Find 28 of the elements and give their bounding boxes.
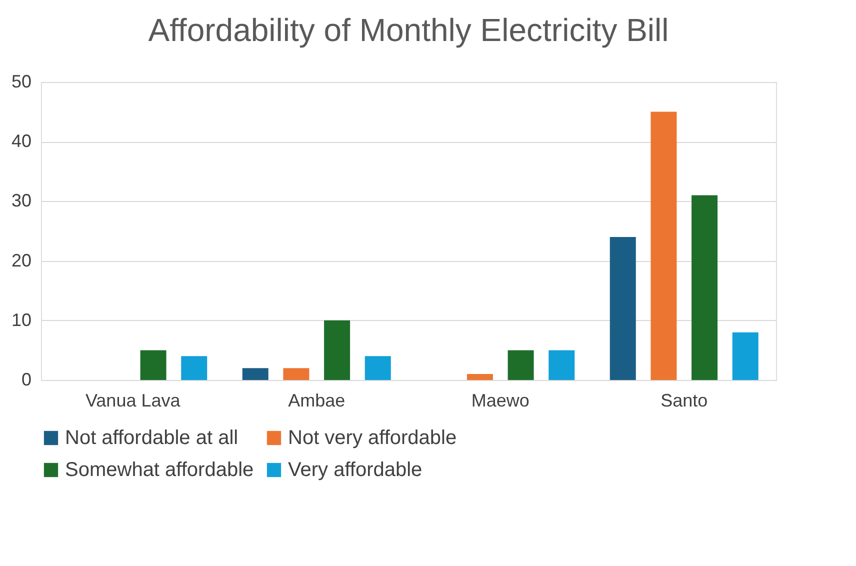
- bar: [610, 236, 636, 380]
- chart-title: Affordability of Monthly Electricity Bill: [148, 12, 669, 48]
- bar: [548, 350, 575, 380]
- bar: [283, 368, 310, 380]
- y-tick-label: 50: [11, 72, 32, 92]
- legend-label: Somewhat affordable: [65, 459, 254, 481]
- x-tick-label: Ambae: [288, 390, 346, 410]
- legend-label: Not affordable at all: [65, 427, 238, 449]
- bar: [650, 112, 677, 380]
- bar: [242, 368, 268, 380]
- bar: [508, 350, 534, 380]
- bar: [364, 356, 391, 380]
- y-tick-label: 30: [11, 190, 32, 211]
- bar: [466, 374, 493, 380]
- legend-label: Not very affordable: [288, 427, 457, 449]
- x-tick-label: Santo: [660, 390, 708, 410]
- bar: [181, 356, 208, 380]
- bar: [692, 195, 718, 380]
- y-tick-label: 0: [21, 370, 32, 390]
- bar: [732, 332, 758, 380]
- x-tick-label: Maewo: [471, 390, 530, 410]
- bar: [140, 350, 166, 380]
- y-tick-label: 10: [11, 310, 32, 330]
- bar: [324, 320, 350, 380]
- legend-label: Very affordable: [288, 459, 422, 481]
- x-tick-label: Vanua Lava: [86, 390, 182, 410]
- y-tick-label: 20: [11, 250, 32, 270]
- y-tick-label: 40: [11, 131, 32, 152]
